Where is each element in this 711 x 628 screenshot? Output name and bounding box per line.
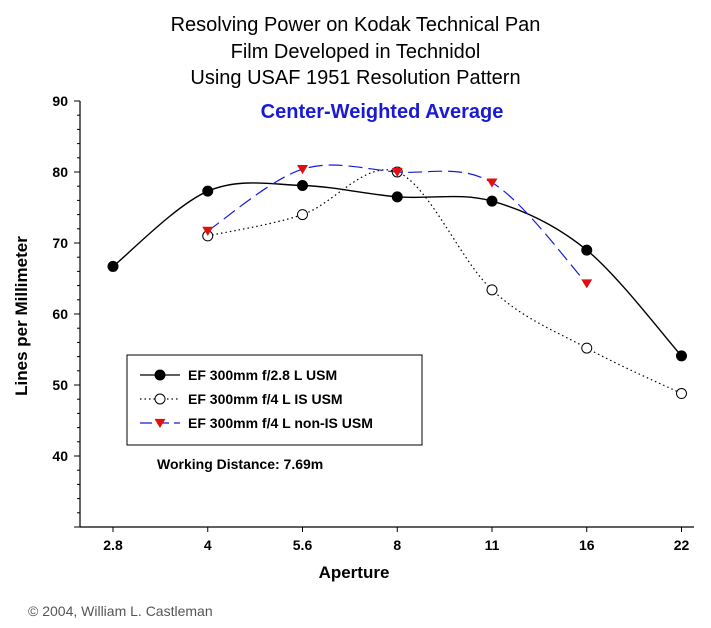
y-tick-label: 40 bbox=[52, 448, 68, 464]
chart-title-line-2: Film Developed in Technidol bbox=[230, 41, 481, 63]
chart-title-line-3: Using USAF 1951 Resolution Pattern bbox=[190, 67, 521, 89]
data-point bbox=[581, 244, 593, 256]
legend-label: EF 300mm f/4 L IS USM bbox=[188, 391, 343, 407]
y-axis-label: Lines per Millimeter bbox=[12, 236, 31, 396]
x-tick-label: 2.8 bbox=[103, 537, 123, 553]
y-tick-label: 70 bbox=[52, 235, 68, 251]
data-point bbox=[297, 209, 308, 221]
data-point bbox=[297, 179, 308, 191]
chart-subtitle: Center-Weighted Average bbox=[260, 101, 504, 123]
data-point bbox=[581, 279, 593, 289]
y-tick-label: 90 bbox=[52, 93, 68, 109]
series-line bbox=[207, 169, 682, 395]
series-layer bbox=[107, 164, 687, 400]
x-tick-label: 8 bbox=[393, 537, 401, 553]
data-point bbox=[202, 226, 214, 236]
data-point bbox=[391, 167, 403, 177]
x-tick-label: 22 bbox=[674, 537, 690, 553]
x-tick-label: 4 bbox=[204, 537, 212, 553]
y-tick-label: 60 bbox=[52, 306, 68, 322]
data-point bbox=[297, 165, 308, 175]
y-tick-label: 50 bbox=[52, 377, 68, 393]
legend-marker bbox=[154, 418, 166, 428]
data-point bbox=[486, 284, 498, 296]
legend-marker bbox=[154, 393, 166, 405]
x-tick-label: 5.6 bbox=[293, 537, 313, 553]
x-tick-label: 16 bbox=[579, 537, 595, 553]
data-point bbox=[581, 342, 593, 354]
legend-box bbox=[126, 354, 423, 446]
axes: 40 50 60 70 80 90 2.8 4 5.6 8 11 16 22 bbox=[52, 93, 694, 553]
series-3 bbox=[202, 164, 593, 289]
legend-marker bbox=[154, 369, 166, 381]
data-point bbox=[391, 191, 403, 203]
data-point bbox=[107, 260, 119, 272]
working-distance-annotation: Working Distance: 7.69m bbox=[157, 456, 324, 472]
data-point bbox=[676, 388, 687, 400]
series-line bbox=[112, 182, 683, 357]
y-tick-label: 80 bbox=[52, 164, 68, 180]
data-point bbox=[676, 350, 687, 362]
chart-title-line-1: Resolving Power on Kodak Technical Pan bbox=[170, 14, 541, 36]
legend-label: EF 300mm f/4 L non-IS USM bbox=[188, 415, 373, 431]
legend: EF 300mm f/2.8 L USM EF 300mm f/4 L IS US… bbox=[126, 354, 423, 446]
data-point bbox=[486, 195, 498, 207]
data-point bbox=[486, 178, 498, 188]
legend-label: EF 300mm f/2.8 L USM bbox=[188, 367, 337, 383]
x-axis-label: Aperture bbox=[319, 563, 390, 582]
x-tick-label: 11 bbox=[485, 537, 500, 553]
copyright-notice: © 2004, William L. Castleman bbox=[28, 603, 213, 619]
series-1 bbox=[107, 179, 687, 362]
data-point bbox=[202, 185, 214, 197]
